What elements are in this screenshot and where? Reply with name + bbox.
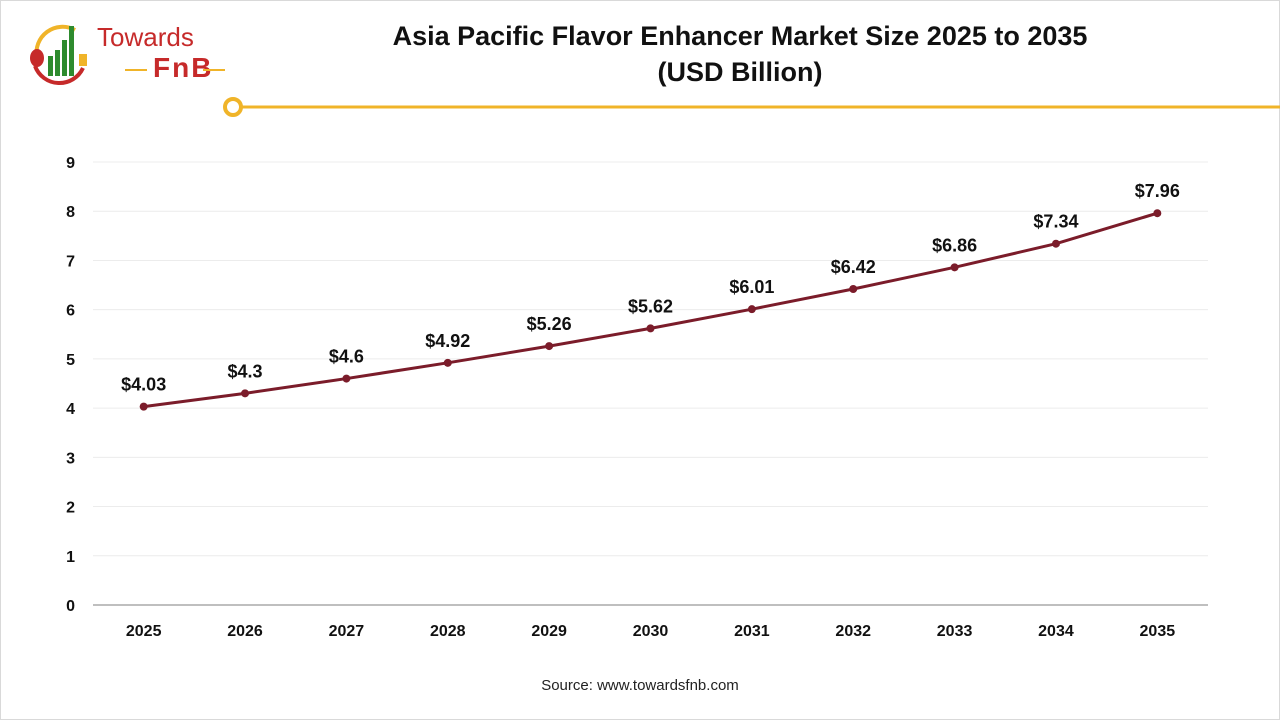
- source-note: Source: www.towardsfnb.com: [541, 677, 739, 694]
- x-tick-label: 2034: [1038, 623, 1074, 640]
- data-point: [950, 263, 959, 272]
- x-tick-label: 2030: [633, 623, 669, 640]
- x-tick-label: 2026: [227, 623, 263, 640]
- data-label: $5.26: [527, 314, 572, 334]
- data-label: $6.01: [729, 277, 774, 297]
- data-point: [646, 324, 655, 333]
- data-label: $4.92: [425, 331, 470, 351]
- data-point: [139, 402, 148, 411]
- y-tick-label: 9: [66, 155, 75, 172]
- y-tick-label: 1: [66, 549, 75, 566]
- y-tick-label: 2: [66, 500, 75, 517]
- data-label: $4.3: [228, 361, 263, 381]
- header-rule: [223, 97, 1280, 117]
- data-point: [241, 389, 250, 398]
- towards-fnb-logo: Towards FnB: [25, 18, 225, 88]
- y-tick-label: 7: [66, 253, 75, 270]
- x-tick-label: 2027: [329, 623, 365, 640]
- logo-icon: [30, 24, 87, 86]
- y-tick-label: 0: [66, 598, 75, 615]
- data-label: $6.42: [831, 257, 876, 277]
- x-tick-label: 2031: [734, 623, 770, 640]
- x-tick-label: 2032: [835, 623, 871, 640]
- data-point: [342, 374, 351, 383]
- data-label: $7.96: [1135, 181, 1180, 201]
- data-label: $7.34: [1033, 212, 1078, 232]
- logo-text-towards: Towards: [97, 22, 194, 52]
- x-tick-label: 2028: [430, 623, 466, 640]
- y-tick-label: 5: [66, 352, 75, 369]
- data-point: [849, 284, 858, 293]
- x-tick-label: 2033: [937, 623, 973, 640]
- y-tick-label: 3: [66, 450, 75, 467]
- data-point: [1153, 209, 1162, 218]
- data-point: [443, 358, 452, 367]
- data-point: [1051, 239, 1060, 248]
- y-tick-label: 4: [66, 401, 75, 418]
- y-tick-label: 6: [66, 303, 75, 320]
- data-label: $5.62: [628, 296, 673, 316]
- data-point: [747, 305, 756, 314]
- data-label: $4.03: [121, 375, 166, 395]
- data-point: [545, 342, 554, 351]
- chart-subtitle: (USD Billion): [657, 57, 823, 87]
- chart-title-main: Asia Pacific Flavor Enhancer Market Size…: [392, 21, 1088, 51]
- logo-divider: [125, 69, 147, 71]
- y-tick-label: 8: [66, 204, 75, 221]
- chart-title: Asia Pacific Flavor Enhancer Market Size…: [300, 18, 1180, 90]
- logo-divider: [203, 69, 225, 71]
- x-tick-label: 2035: [1140, 623, 1176, 640]
- data-label: $4.6: [329, 347, 364, 367]
- x-tick-label: 2029: [531, 623, 567, 640]
- x-tick-label: 2025: [126, 623, 162, 640]
- logo-text-fnb: FnB: [153, 52, 214, 83]
- data-label: $6.86: [932, 235, 977, 255]
